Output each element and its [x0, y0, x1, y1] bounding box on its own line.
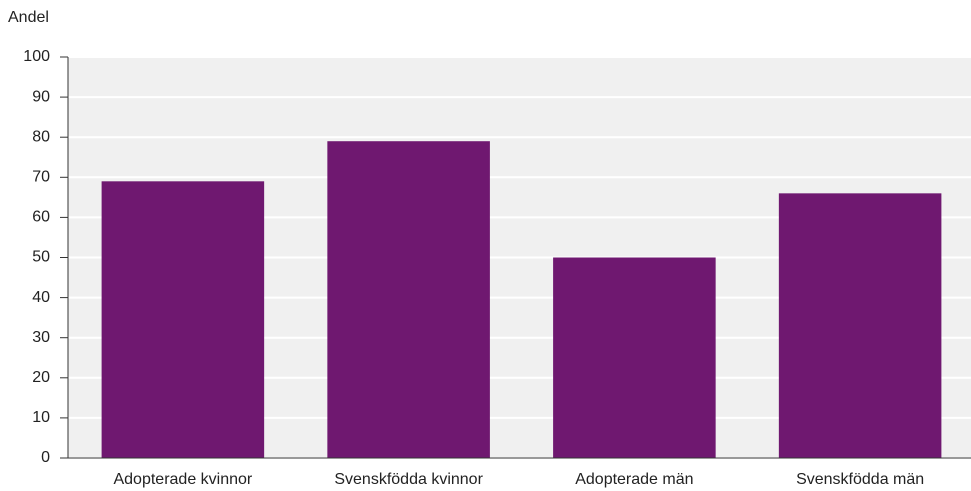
- y-tick-label: 50: [32, 249, 50, 266]
- y-tick-label: 40: [32, 289, 50, 306]
- x-tick-label: Adopterade män: [575, 471, 693, 488]
- bar: [553, 257, 716, 458]
- bar: [778, 193, 942, 458]
- x-tick-label: Svenskfödda kvinnor: [334, 471, 483, 488]
- bar: [327, 141, 490, 458]
- x-tick-label: Adopterade kvinnor: [113, 471, 252, 488]
- y-tick-label: 70: [32, 169, 50, 186]
- y-axis-label: Andel: [8, 9, 49, 26]
- bar: [101, 181, 265, 458]
- y-tick-label: 80: [32, 128, 50, 145]
- y-tick-label: 60: [32, 209, 50, 226]
- x-tick-label: Svenskfödda män: [796, 471, 924, 488]
- y-tick-label: 90: [32, 88, 50, 105]
- y-tick-label: 20: [32, 369, 50, 386]
- y-tick-label: 30: [32, 329, 50, 346]
- y-tick-label: 10: [32, 409, 50, 426]
- y-tick-label: 100: [23, 48, 50, 65]
- y-tick-label: 0: [41, 449, 50, 466]
